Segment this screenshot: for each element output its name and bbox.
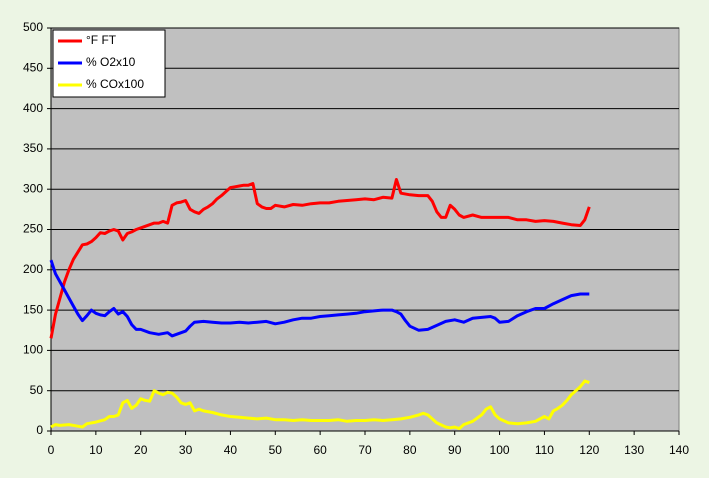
x-tick-label: 40	[224, 443, 238, 457]
y-tick-label: 350	[23, 141, 43, 155]
data-line	[49, 178, 591, 339]
x-tick-label: 10	[89, 443, 103, 457]
x-tick-label: 120	[579, 443, 599, 457]
data-line	[49, 259, 590, 338]
x-tick-label: 50	[269, 443, 283, 457]
y-tick-label: 200	[23, 262, 43, 276]
y-tick-label: 50	[30, 383, 44, 397]
x-tick-label: 100	[490, 443, 510, 457]
x-tick-label: 60	[313, 443, 327, 457]
data-line	[50, 379, 590, 431]
y-tick-label: 100	[23, 343, 43, 357]
x-tick-label: 90	[448, 443, 462, 457]
y-tick-label: 0	[36, 423, 43, 437]
x-tick-label: 140	[669, 443, 689, 457]
x-tick-label: 30	[179, 443, 193, 457]
y-tick-label: 150	[23, 302, 43, 316]
x-tick-label: 20	[134, 443, 148, 457]
y-tick-label: 400	[23, 101, 43, 115]
x-tick-label: 70	[358, 443, 372, 457]
x-tick-label: 110	[535, 443, 554, 457]
y-tick-label: 450	[23, 60, 43, 74]
x-tick-label: 130	[624, 443, 644, 457]
legend-label: % O2x10	[86, 55, 136, 69]
y-tick-label: 500	[23, 20, 43, 34]
y-tick-label: 300	[23, 181, 43, 195]
legend-label: % COx100	[86, 77, 144, 91]
legend-label: °F FT	[86, 33, 117, 47]
y-tick-label: 250	[23, 222, 43, 236]
x-tick-label: 0	[48, 443, 55, 457]
x-tick-label: 80	[403, 443, 417, 457]
